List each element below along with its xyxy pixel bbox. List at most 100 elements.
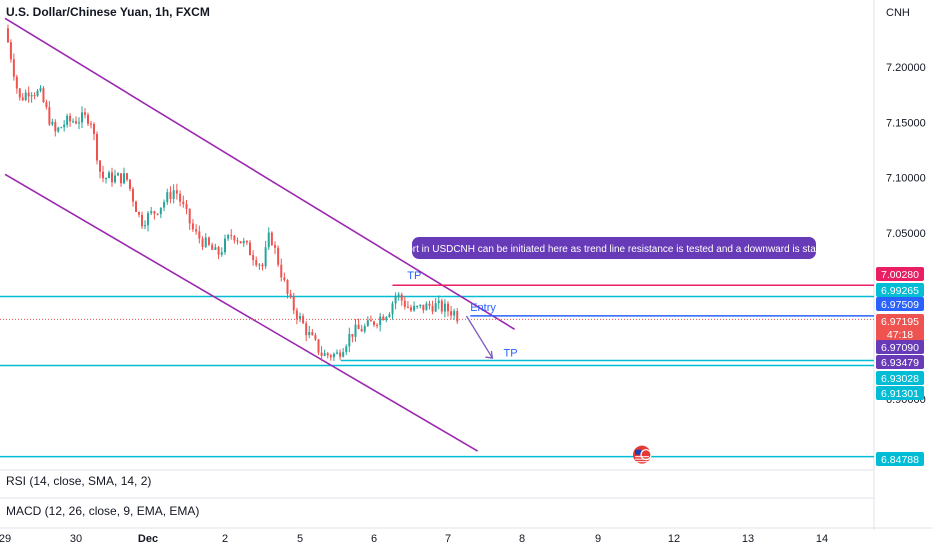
candle-body <box>45 102 48 108</box>
candle-body <box>169 192 172 199</box>
candle-body <box>400 294 403 301</box>
time-tick-label: 8 <box>519 533 525 545</box>
candle-body <box>111 172 113 183</box>
candle-body <box>172 190 175 199</box>
candle-body <box>422 304 425 311</box>
candle-body <box>93 123 95 134</box>
candle-body <box>135 201 137 213</box>
candle-body <box>81 112 83 123</box>
price-tag-label: 6.93479 <box>881 357 919 369</box>
candle-body <box>317 339 320 353</box>
time-tick-label: 29 <box>0 533 11 545</box>
candle-body <box>48 107 51 125</box>
candle-body <box>150 211 153 214</box>
candle-body <box>366 320 369 327</box>
candle-body <box>406 306 409 308</box>
candle-body <box>308 331 311 336</box>
price-tag <box>876 452 924 466</box>
candle-body <box>18 88 21 98</box>
time-tick-label: 6 <box>371 533 377 545</box>
candle-body <box>373 321 375 325</box>
candle-body <box>224 238 226 253</box>
candle-body <box>207 237 210 245</box>
price-tag-label: 7.00280 <box>881 269 919 281</box>
candle-body <box>419 304 422 306</box>
candle-body <box>108 172 110 179</box>
candle-body <box>385 317 388 321</box>
price-tag <box>876 297 924 311</box>
candle-body <box>126 173 128 180</box>
candle-body <box>242 240 245 244</box>
rsi-indicator-label[interactable]: RSI (14, close, SMA, 14, 2) <box>6 474 152 488</box>
candle-body <box>156 213 159 215</box>
time-scale: 29 30 Dec 2 5 6 7 8 9 12 13 14 <box>0 533 828 545</box>
time-tick-label: 30 <box>70 533 82 545</box>
us-flag-icon-canton <box>635 449 641 455</box>
projection-arrow <box>465 315 493 359</box>
candle-body <box>230 235 233 237</box>
candle-body <box>261 264 264 267</box>
candle-body <box>280 264 283 278</box>
candle-body <box>403 300 406 307</box>
candle-body <box>30 95 33 97</box>
candle-body <box>166 192 169 203</box>
price-tag-label: 6.97195 <box>881 316 919 328</box>
price-tag-label: 6.84788 <box>881 454 919 466</box>
candle-body <box>66 115 69 125</box>
candle-body <box>51 121 54 125</box>
candle-body <box>15 76 18 89</box>
candle-body <box>117 173 119 176</box>
candle-body <box>9 42 12 60</box>
candle-body <box>6 28 9 43</box>
price-tag <box>876 355 924 369</box>
candle-body <box>416 305 419 307</box>
price-tag-label: 6.97090 <box>881 342 919 354</box>
candle-body <box>78 122 80 124</box>
candle-body <box>326 353 329 356</box>
price-tag-countdown: 47:18 <box>887 329 913 341</box>
candle-body <box>264 247 267 267</box>
candle-body <box>360 329 363 332</box>
candle-body <box>185 204 188 209</box>
candle-body <box>69 115 72 122</box>
price-tag-label: 6.99265 <box>881 285 919 297</box>
candle-body <box>267 232 270 248</box>
candle-body <box>252 255 255 261</box>
candle-body <box>87 114 89 124</box>
candle-body <box>413 305 416 311</box>
candle-body <box>227 235 230 239</box>
candle-body <box>84 112 86 115</box>
candle-body <box>397 294 400 296</box>
candle-body <box>195 229 198 232</box>
candle-body <box>75 121 77 124</box>
trend-channel <box>4 17 516 452</box>
candle-body <box>345 346 348 353</box>
candle-body <box>453 311 456 316</box>
candle-body <box>394 295 397 304</box>
candle-body <box>295 310 298 319</box>
time-tick-label: 9 <box>595 533 601 545</box>
time-tick-label: 14 <box>816 533 828 545</box>
macd-indicator-label[interactable]: MACD (12, 26, close, 9, EMA, EMA) <box>6 504 200 518</box>
candle-body <box>443 303 446 312</box>
time-tick-label: 5 <box>297 533 303 545</box>
candle-body <box>286 280 289 294</box>
candle-body <box>311 331 314 336</box>
candle-body <box>144 225 146 227</box>
candle-body <box>249 242 251 256</box>
candle-body <box>204 237 207 247</box>
chart-grid <box>0 0 932 530</box>
candle-body <box>447 303 449 312</box>
candle-body <box>277 247 280 265</box>
price-tick-label: 7.20000 <box>886 62 926 74</box>
price-tag <box>876 267 924 281</box>
price-tag-label: 6.91301 <box>881 388 919 400</box>
candle-body <box>376 324 379 326</box>
entry-label: Entry <box>470 302 496 314</box>
candle-body <box>114 175 116 183</box>
time-tick-label: 13 <box>742 533 754 545</box>
candle-body <box>175 190 178 194</box>
candle-body <box>270 232 273 246</box>
candle-body <box>102 171 104 179</box>
